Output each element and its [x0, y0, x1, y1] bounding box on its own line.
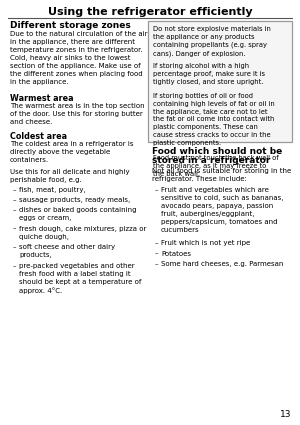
Text: Using the refrigerator efficiently: Using the refrigerator efficiently — [48, 7, 252, 17]
Text: Not all food is suitable for storing in the
refrigerator. These include:: Not all food is suitable for storing in … — [152, 168, 291, 182]
Text: –: – — [155, 251, 158, 257]
Text: sausage products, ready meals,: sausage products, ready meals, — [19, 197, 130, 203]
Text: –: – — [13, 187, 16, 193]
Text: Due to the natural circulation of the air
in the appliance, there are different
: Due to the natural circulation of the ai… — [10, 31, 148, 85]
Text: Food which should not be: Food which should not be — [152, 147, 282, 156]
Text: –: – — [155, 261, 158, 267]
Text: Use this for all delicate and highly
perishable food, e.g.: Use this for all delicate and highly per… — [10, 169, 130, 183]
Text: Different storage zones: Different storage zones — [10, 21, 131, 30]
Text: –: – — [13, 263, 16, 269]
Text: If storing alcohol with a high
percentage proof, make sure it is
tightly closed,: If storing alcohol with a high percentag… — [153, 63, 265, 85]
Text: pre-packed vegetables and other
fresh food with a label stating it
should be kep: pre-packed vegetables and other fresh fo… — [19, 263, 141, 294]
Text: Do not store explosive materials in
the appliance or any products
containing pro: Do not store explosive materials in the … — [153, 26, 271, 57]
Text: Fruit and vegetables which are
sensitive to cold, such as bananas,
avocado pears: Fruit and vegetables which are sensitive… — [161, 187, 284, 233]
Text: Coldest area: Coldest area — [10, 132, 67, 141]
Text: The coldest area in a refrigerator is
directly above the vegetable
containers.: The coldest area in a refrigerator is di… — [10, 142, 134, 163]
Text: –: – — [13, 244, 16, 250]
Text: The warmest area is in the top section
of the door. Use this for storing butter
: The warmest area is in the top section o… — [10, 103, 145, 125]
Text: –: – — [13, 197, 16, 203]
Text: fresh dough, cake mixtures, pizza or
quiche dough,: fresh dough, cake mixtures, pizza or qui… — [19, 226, 146, 240]
Text: stored in a refrigerator: stored in a refrigerator — [152, 156, 270, 165]
Text: fish, meat, poultry,: fish, meat, poultry, — [19, 187, 86, 193]
FancyBboxPatch shape — [148, 21, 292, 142]
Text: –: – — [13, 226, 16, 232]
Text: Potatoes: Potatoes — [161, 251, 191, 257]
Text: dishes or baked goods containing
eggs or cream,: dishes or baked goods containing eggs or… — [19, 207, 136, 221]
Text: –: – — [155, 240, 158, 246]
Text: –: – — [13, 207, 16, 213]
Text: 13: 13 — [280, 410, 291, 419]
Text: If storing bottles of oil or food
containing high levels of fat or oil in
the ap: If storing bottles of oil or food contai… — [153, 93, 275, 146]
Text: Fruit which is not yet ripe: Fruit which is not yet ripe — [161, 240, 250, 246]
Text: –: – — [155, 187, 158, 193]
Text: soft cheese and other dairy
products,: soft cheese and other dairy products, — [19, 244, 115, 258]
Text: Some hard cheeses, e.g. Parmesan: Some hard cheeses, e.g. Parmesan — [161, 261, 284, 267]
Text: Warmest area: Warmest area — [10, 94, 74, 103]
Text: Food must not touch the back wall of
the appliance, as it may freeze to
the back: Food must not touch the back wall of the… — [153, 155, 279, 177]
